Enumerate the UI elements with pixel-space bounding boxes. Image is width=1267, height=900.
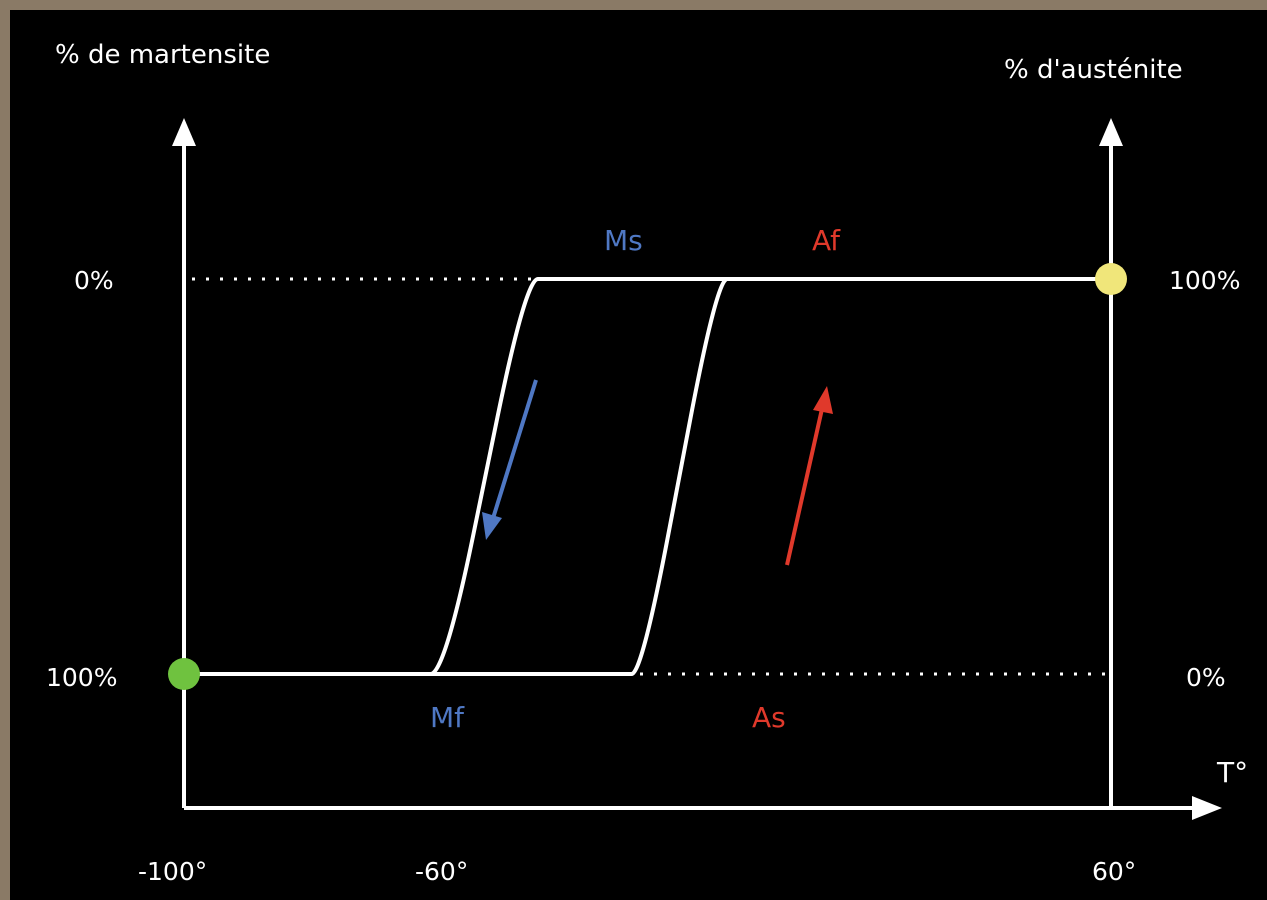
x-tick-label-0: -100° [138, 857, 207, 886]
left-axis-title: % de martensite [55, 40, 270, 70]
heating-direction-arrowhead [813, 386, 833, 414]
cooling-direction-arrow [488, 379, 538, 529]
annotation-mf: Mf [430, 701, 465, 734]
left-tick-label-0: 0% [74, 266, 114, 295]
series-cooling-line [184, 277, 1111, 676]
x-axis-arrowhead [1192, 796, 1222, 820]
left-y-axis-arrowhead [172, 118, 196, 146]
x-axis-title: T° [1216, 756, 1248, 789]
right-y-axis-arrowhead [1099, 118, 1123, 146]
x-tick-label-2: 60° [1092, 857, 1136, 886]
heating-direction-arrow [785, 399, 826, 566]
series-heating-line [184, 277, 1111, 676]
left-tick-label-1: 100% [46, 663, 117, 692]
x-tick-label-1: -60° [415, 857, 468, 886]
chart-panel [10, 10, 1267, 900]
annotation-ms: Ms [604, 224, 643, 257]
right-tick-label-1: 0% [1186, 663, 1226, 692]
marker-green-dot [168, 658, 200, 690]
cooling-direction-arrowhead [482, 512, 502, 540]
marker-yellow-dot [1095, 263, 1127, 295]
annotation-as: As [752, 701, 786, 734]
right-axis-title: % d'austénite [1004, 55, 1183, 85]
right-tick-label-0: 100% [1169, 266, 1240, 295]
annotation-af: Af [812, 224, 841, 257]
